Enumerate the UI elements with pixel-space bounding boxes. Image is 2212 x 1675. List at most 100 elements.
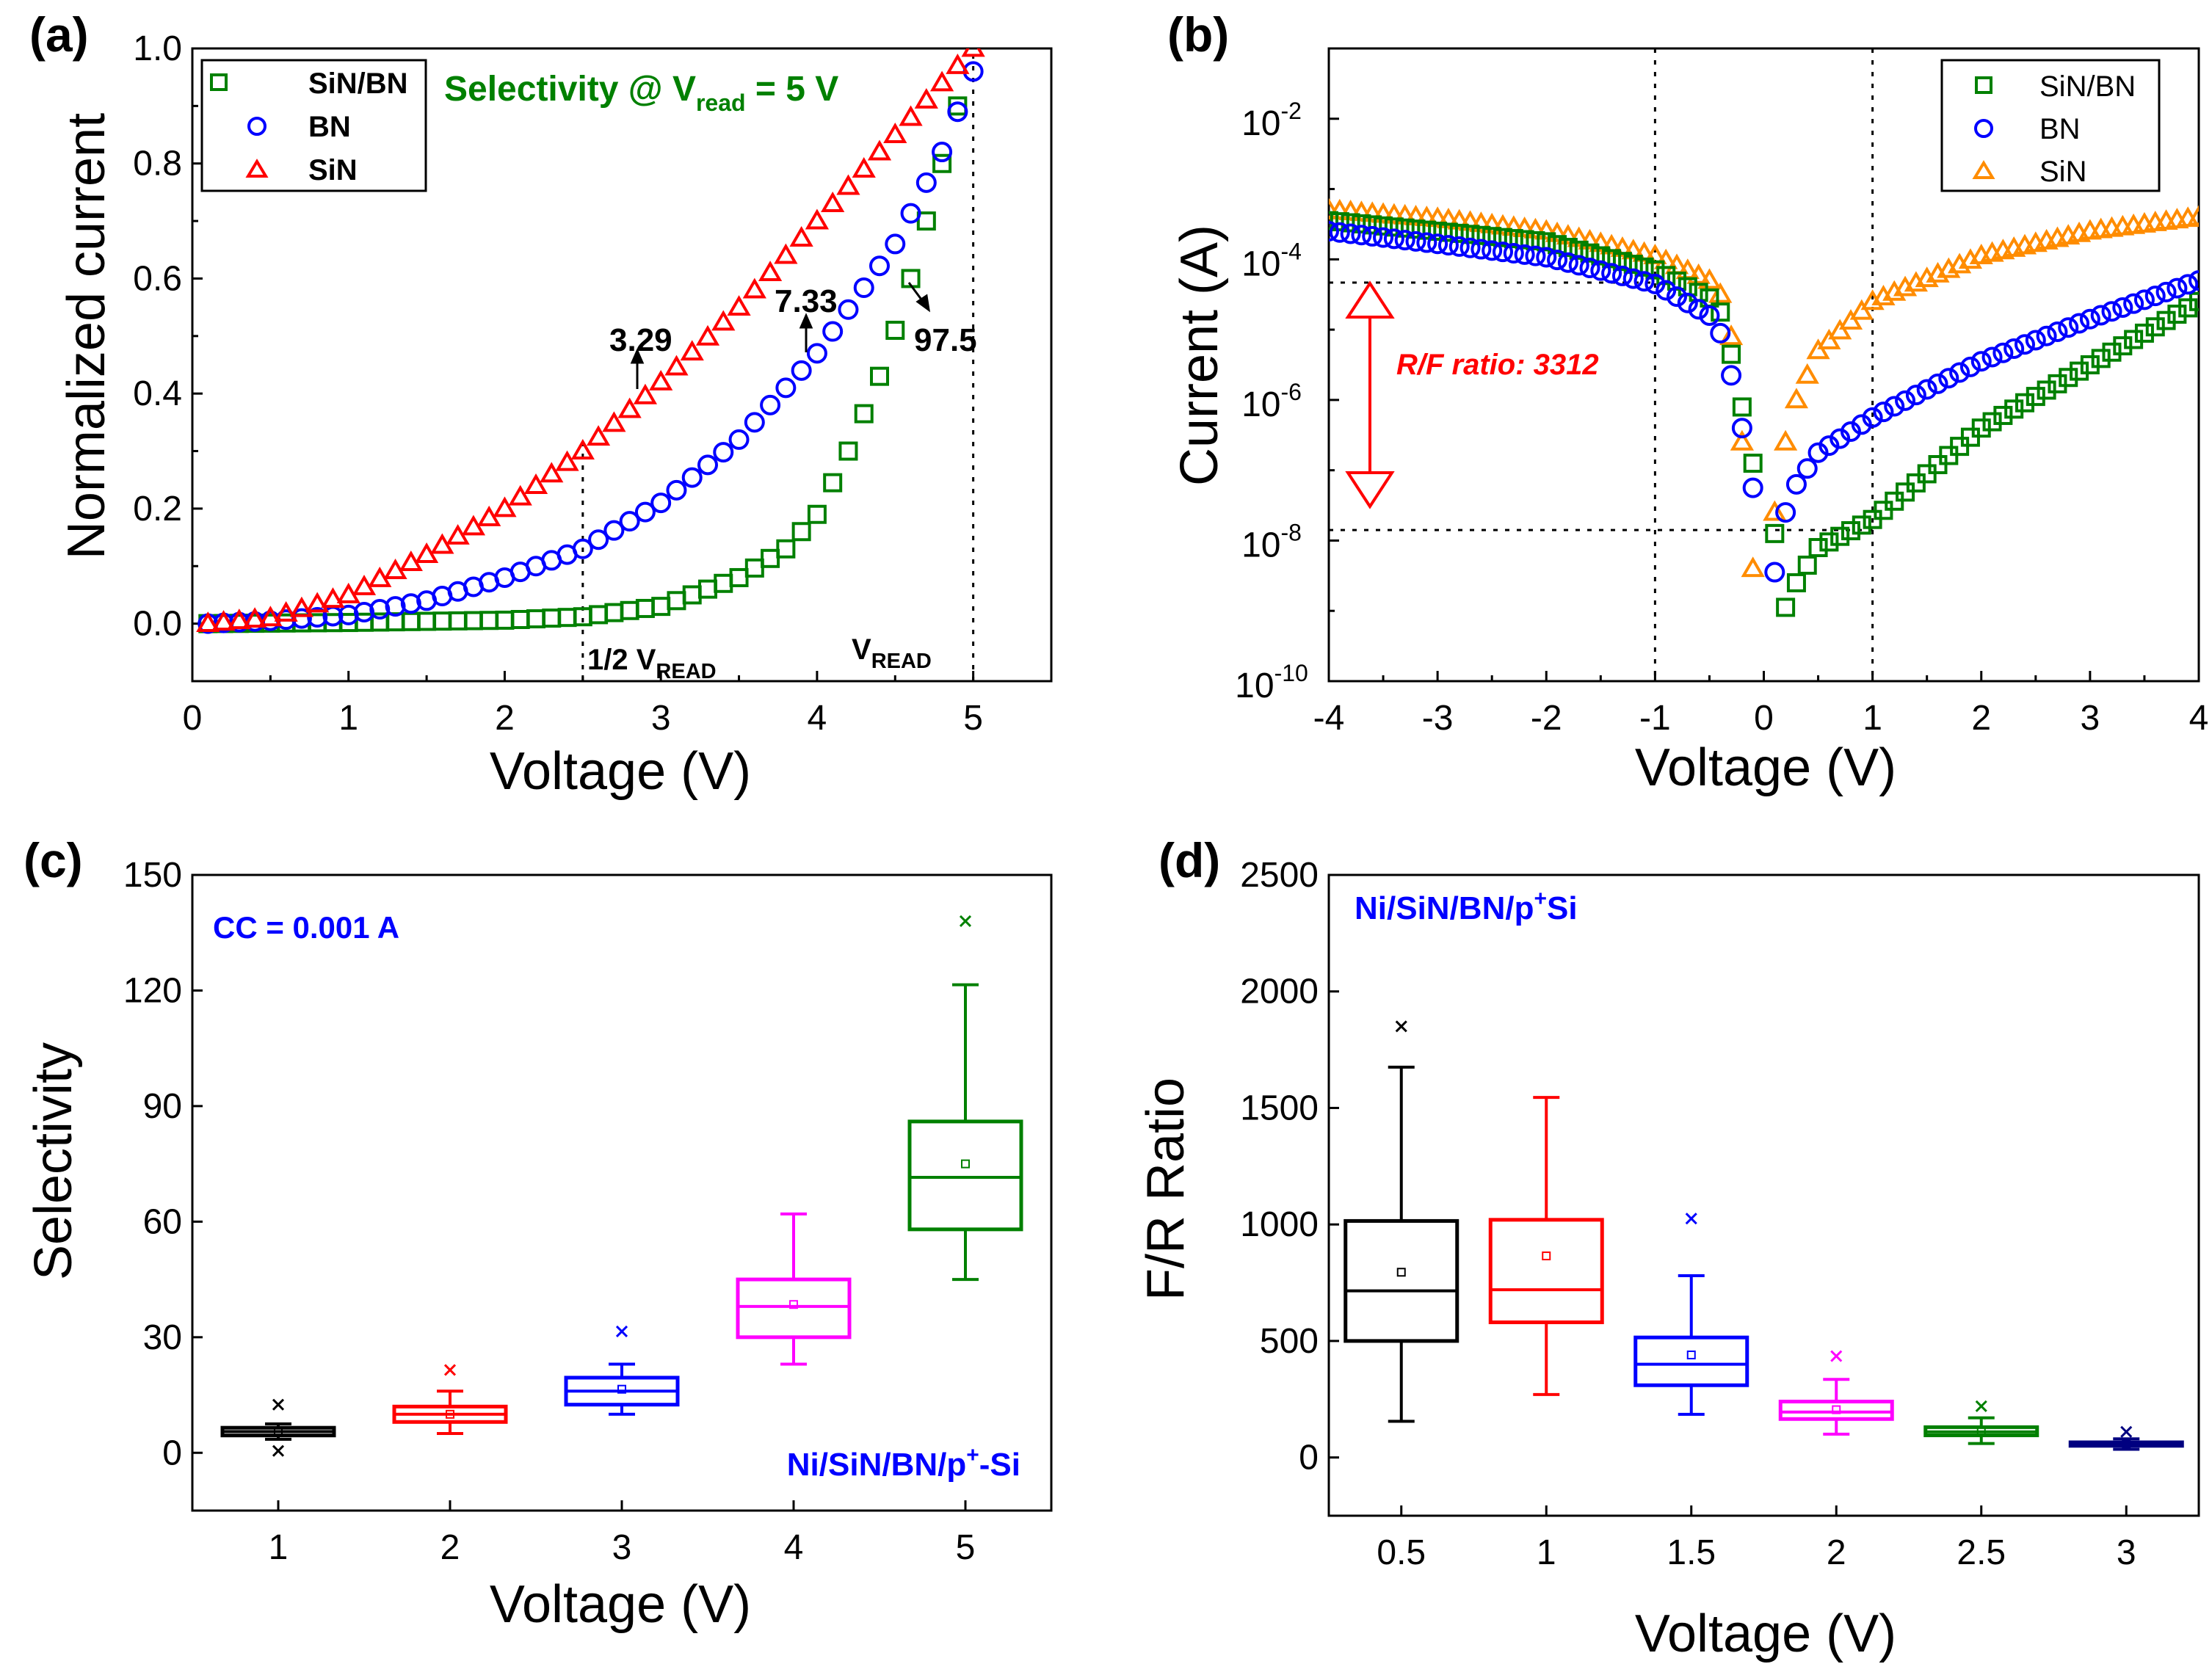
panel-b-point-circle xyxy=(1493,241,1513,263)
panel-a-ytick-label: 0.0 xyxy=(133,605,182,644)
panel-b-point-circle xyxy=(1656,280,1677,301)
panel-b-point-circle xyxy=(1873,402,1894,423)
panel-b-point-circle xyxy=(1818,435,1840,457)
panel-d-xtick-label: 2.5 xyxy=(1957,1533,2006,1572)
panel-b-point-square xyxy=(1786,573,1806,592)
panel-b-point-triangle xyxy=(1523,217,1548,239)
panel-b-ytick-label: 10-6 xyxy=(1241,379,1302,424)
panel-d-outlier xyxy=(1685,1213,1697,1225)
panel-b-point-circle xyxy=(1405,230,1426,252)
panel-b-point-circle xyxy=(1394,230,1415,251)
panel-a-xtick-label: 0 xyxy=(183,699,203,738)
panel-c: (c) Selectivity Voltage (V) 1 2 3 4 5 0 30 60 90… xyxy=(23,833,1053,1634)
panel-a-ylabel: Normalized current xyxy=(57,113,116,559)
panel-b-point-square xyxy=(1504,229,1523,249)
panel-a-point-circle xyxy=(619,511,640,532)
panel-b-point-circle xyxy=(2047,321,2068,342)
panel-a-ytick-label: 0.8 xyxy=(133,145,182,184)
panel-a-legend-label: SiN/BN xyxy=(308,68,408,100)
panel-a-point-circle xyxy=(588,529,609,551)
panel-a-point-triangle xyxy=(570,439,595,459)
panel-b-point-circle xyxy=(1742,477,1763,498)
panel-c-box-group xyxy=(736,1212,852,1366)
panel-b-point-square xyxy=(1993,405,2013,425)
panel-a-point-triangle xyxy=(617,397,642,418)
panel-d-outlier xyxy=(1830,1350,1843,1362)
panel-c-outlier xyxy=(443,1364,457,1376)
panel-a-xtick-label: 5 xyxy=(963,699,983,738)
panel-a-legend-item-sinbn: SiN/BN xyxy=(210,68,408,100)
panel-b-point-triangle xyxy=(2186,205,2199,226)
panel-b-point-triangle xyxy=(1415,206,1439,227)
panel-b-point-circle xyxy=(1645,273,1666,294)
panel-a-legend-label: BN xyxy=(308,111,351,143)
panel-c-ytick-label: 60 xyxy=(143,1202,182,1241)
panel-d-mean xyxy=(1396,1268,1406,1277)
panel-a-vread-label: VREAD xyxy=(852,633,932,673)
panel-b-ytick-label: 10-8 xyxy=(1241,519,1302,564)
panel-c-outlier xyxy=(272,1445,285,1457)
panel-b-point-square xyxy=(1591,246,1611,266)
panel-a-point-circle xyxy=(775,377,797,399)
panel-a-legend-item-sin: SiN xyxy=(245,154,358,186)
panel-b-point-square xyxy=(2178,298,2198,318)
panel-b-point-square xyxy=(1482,227,1502,247)
panel-b-point-circle xyxy=(1938,368,1959,389)
panel-a-point-circle xyxy=(822,321,844,342)
panel-b-point-circle xyxy=(1525,245,1546,266)
panel-b-point-triangle xyxy=(1763,500,1787,521)
panel-d-box-group xyxy=(1633,1213,1749,1416)
panel-b-point-triangle xyxy=(1817,328,1841,349)
panel-c-xtick-label: 3 xyxy=(612,1528,632,1567)
panel-a-point-circle xyxy=(947,101,968,123)
panel-b-point-triangle xyxy=(1838,309,1863,330)
panel-a-point-square xyxy=(885,320,905,340)
panel-b-point-square xyxy=(1645,260,1665,280)
panel-d-box-group xyxy=(2068,1425,2184,1451)
panel-c-outlier xyxy=(959,915,972,928)
panel-d-xlabel: Voltage (V) xyxy=(1635,1605,1896,1663)
panel-b-point-square xyxy=(1830,526,1850,546)
panel-a-value-97-5: 97.5 xyxy=(914,322,977,358)
panel-b-point-triangle xyxy=(1436,207,1461,228)
panel-b-point-square xyxy=(2145,317,2165,337)
panel-b-point-triangle xyxy=(1458,210,1482,231)
panel-c-outlier xyxy=(272,1398,285,1411)
panel-b-point-square xyxy=(1329,211,1338,230)
panel-b-point-circle xyxy=(1699,305,1720,326)
panel-a-ytick-label: 0.2 xyxy=(133,490,182,528)
panel-b-point-triangle xyxy=(1774,429,1798,451)
panel-a-point-square xyxy=(870,366,889,386)
panel-a-point-circle xyxy=(869,255,890,277)
panel-b-point-circle xyxy=(1437,235,1459,256)
panel-b-point-square xyxy=(1602,249,1622,269)
panel-a-point-square xyxy=(916,211,936,231)
panel-b-points xyxy=(1329,197,2199,617)
panel-b-point-circle xyxy=(1959,356,1981,377)
panel-a-half-vread-label: 1/2 VREAD xyxy=(587,644,717,683)
panel-b-point-triangle xyxy=(1828,319,1852,340)
panel-d-xtick-label: 1 xyxy=(1537,1533,1556,1572)
panel-a-legend-marker-square xyxy=(210,73,228,91)
panel-a-xtick-label: 4 xyxy=(808,699,827,738)
panel-b-point-square xyxy=(1406,219,1426,239)
panel-a-ytick-label: 0.4 xyxy=(133,374,182,413)
panel-d-ytick-label: 2000 xyxy=(1240,973,1319,1011)
panel-d-frame xyxy=(1327,873,2200,1517)
panel-b-point-triangle xyxy=(1610,236,1635,257)
panel-b-point-triangle xyxy=(1426,206,1450,228)
panel-b-point-circle xyxy=(1568,255,1589,276)
panel-b-point-square xyxy=(2015,393,2034,413)
panel-b-xtick-label: -2 xyxy=(1531,699,1562,738)
panel-d-ytick-label: 1000 xyxy=(1240,1205,1319,1244)
panel-b-point-square xyxy=(2004,399,2024,419)
panel-c-box-group xyxy=(392,1364,508,1436)
panel-a-point-circle xyxy=(603,520,625,541)
panel-d-device-suffix: Si xyxy=(1547,890,1578,926)
panel-d-mean xyxy=(2122,1439,2131,1448)
panel-c-xtick-label: 2 xyxy=(440,1528,460,1567)
panel-a-arrow-97-5 xyxy=(907,282,931,313)
panel-a-data: 0 1 2 3 4 5 0.0 0.2 0.4 0.6 0.8 1.0 xyxy=(133,29,1053,738)
panel-a-ytick-label: 0.6 xyxy=(133,259,182,298)
panel-b-point-circle xyxy=(1895,390,1916,411)
